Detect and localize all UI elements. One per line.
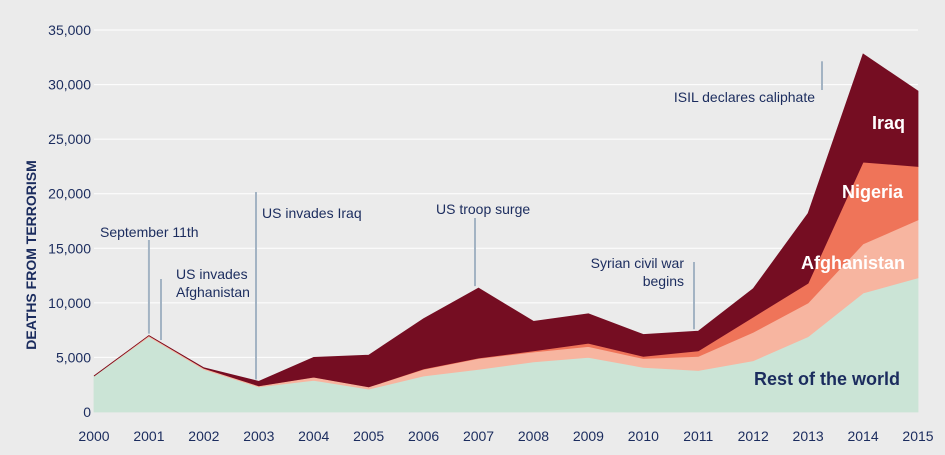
y-tick-label: 20,000 — [48, 186, 91, 202]
annotation-text: US invades — [176, 266, 248, 282]
series-labels: Rest of the world Afghanistan Nigeria Iraq — [754, 113, 905, 389]
area-series — [93, 53, 919, 413]
series-label-nigeria: Nigeria — [842, 182, 904, 202]
annotation-text: Afghanistan — [176, 284, 250, 300]
annotation-text: US invades Iraq — [262, 205, 362, 221]
x-tick-label: 2001 — [133, 428, 164, 444]
x-tick-label: 2008 — [518, 428, 549, 444]
x-tick-label: 2000 — [78, 428, 109, 444]
x-tick-label: 2012 — [738, 428, 769, 444]
x-tick-label: 2003 — [243, 428, 274, 444]
series-label-iraq: Iraq — [872, 113, 905, 133]
x-tick-label: 2006 — [408, 428, 439, 444]
x-tick-label: 2002 — [188, 428, 219, 444]
y-tick-label: 35,000 — [48, 22, 91, 38]
series-label-afghanistan: Afghanistan — [801, 253, 905, 273]
x-tick-label: 2013 — [793, 428, 824, 444]
x-tick-label: 2010 — [628, 428, 659, 444]
x-tick-label: 2014 — [847, 428, 878, 444]
x-tick-label: 2015 — [902, 428, 933, 444]
gridlines — [94, 29, 918, 358]
x-tick-label: 2011 — [683, 428, 713, 444]
annotation-text: US troop surge — [436, 201, 530, 217]
annotation-text: Syrian civil war — [591, 255, 685, 271]
x-tick-label: 2005 — [353, 428, 384, 444]
y-tick-label: 15,000 — [48, 240, 91, 256]
x-tick-label: 2009 — [573, 428, 604, 444]
annotations: September 11th US invades Afghanistan US in… — [100, 61, 823, 380]
area-iraq — [93, 53, 919, 388]
y-axis-label: DEATHS FROM TERRORISM — [23, 160, 39, 350]
annotation-text: September 11th — [100, 224, 199, 240]
y-tick-label: 25,000 — [48, 131, 91, 147]
x-tick-label: 2007 — [463, 428, 494, 444]
y-tick-label: 30,000 — [48, 77, 91, 93]
x-tick-label: 2004 — [298, 428, 329, 444]
y-tick-label: 0 — [83, 404, 91, 420]
annotation-text: ISIL declares caliphate — [674, 89, 815, 105]
y-tick-label: 5,000 — [56, 349, 91, 365]
series-label-rest-of-the-world: Rest of the world — [754, 369, 900, 389]
annotation-text: begins — [643, 273, 684, 289]
axes: DEATHS FROM TERRORISM 0 5,000 10,000 15,000… — [23, 22, 934, 444]
y-tick-label: 10,000 — [48, 295, 91, 311]
